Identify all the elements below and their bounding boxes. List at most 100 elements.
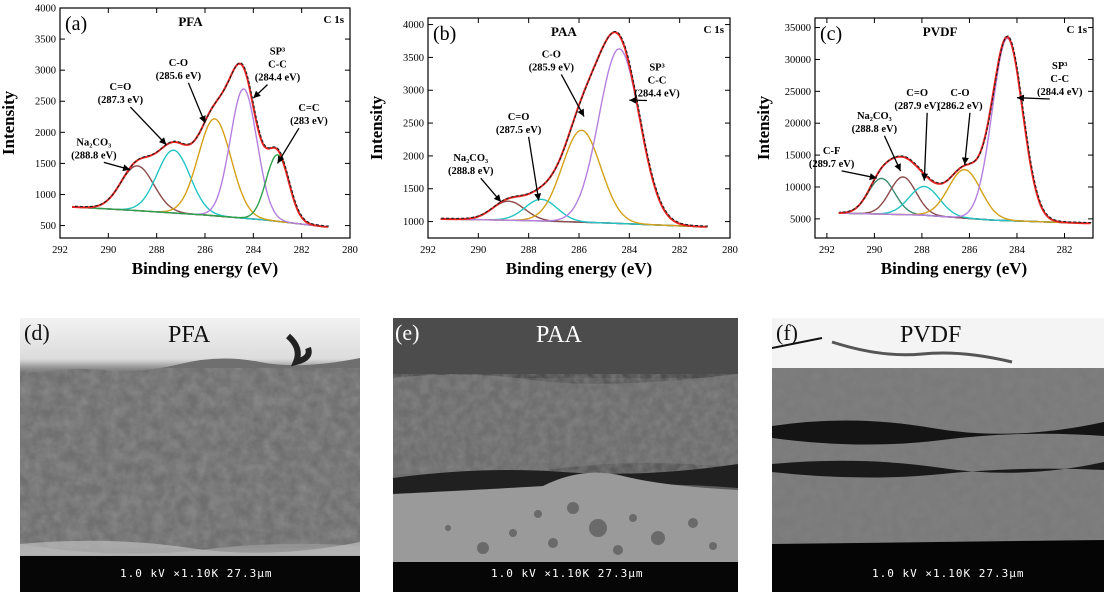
y-axis-label: Intensity [754, 95, 773, 160]
x-tick-label: 292 [420, 245, 436, 256]
panel-label: (b) [433, 23, 456, 45]
peak-annotation-label: C-C [648, 76, 667, 87]
peak-annotation-label: C=C [298, 103, 319, 114]
x-axis-label: Binding energy (eV) [506, 259, 652, 278]
peak-annotation-label: Na₂CO₃ [453, 153, 488, 164]
x-tick-label: 290 [867, 245, 883, 256]
y-tick-label: 25000 [785, 87, 811, 98]
peak-annotation-label: (287.3 eV) [98, 95, 144, 106]
annotation-arrow-head [253, 90, 261, 99]
y-tick-label: 30000 [785, 55, 811, 66]
x-axis-label: Binding energy (eV) [132, 259, 278, 278]
y-axis-label: Intensity [0, 90, 18, 155]
y-tick-label: 3000 [35, 66, 56, 77]
peak-annotation-label: C-C [268, 60, 287, 71]
peak-annotation-label: (287.5 eV) [496, 125, 542, 136]
component-c-o [838, 185, 1091, 224]
y-tick-label: 2000 [403, 151, 424, 162]
plot-frame [427, 17, 731, 239]
core-level-label: C 1s [704, 24, 725, 36]
annotation-arrow-line [560, 74, 585, 117]
peak-annotation-label: C=O [508, 112, 530, 123]
annotation-arrow-head [534, 193, 542, 201]
x-tick-label: 280 [342, 245, 358, 256]
y-tick-label: 10000 [785, 182, 811, 193]
annotation-arrow-head [277, 155, 285, 164]
peak-annotation-label: SP³ [649, 63, 664, 74]
y-tick-label: 35000 [785, 23, 811, 34]
x-tick-label: 284 [621, 245, 638, 256]
x-tick-label: 284 [245, 245, 262, 256]
panel-label-e: (e) [395, 320, 420, 345]
chart-title: PFA [178, 14, 203, 29]
y-tick-label: 5000 [790, 214, 811, 225]
peak-annotation-label: (286.2 eV) [937, 101, 983, 112]
xps-chart-row: 292 290 288 286 284 282 280 500 1000 1500 2000 2500… [0, 4, 1094, 278]
panel-label-f: (f) [776, 320, 798, 345]
y-tick-label: 1000 [403, 217, 424, 228]
sem-panel-d: (d) PFA 1.0 kV ×1.10K 27.3µm [20, 318, 360, 592]
y-tick-label: 2000 [35, 128, 56, 139]
x-tick-label: 292 [819, 245, 835, 256]
annotation-arrow-line [923, 112, 928, 181]
y-tick-label: 3500 [35, 35, 56, 46]
x-tick-label: 282 [1057, 245, 1073, 256]
x-tick-label: 282 [294, 245, 310, 256]
peak-annotation-label: SP³ [270, 47, 285, 58]
annotation-arrow-line [187, 82, 206, 124]
peak-annotation-label: (284.4 eV) [1037, 87, 1083, 98]
panel-label: (c) [820, 23, 842, 45]
raw-spectrum-line [441, 30, 709, 227]
sem-title-pfa: PFA [168, 322, 211, 348]
y-tick-label: 1000 [35, 190, 56, 201]
peak-annotation-label: Na₂CO₃ [857, 111, 892, 122]
peak-annotation-label: C-O [542, 49, 561, 60]
annotation-arrow-head [869, 173, 877, 181]
y-tick-label: 3500 [403, 53, 424, 64]
y-tick-label: 1500 [35, 159, 56, 170]
peak-annotation-label: C-C [1050, 74, 1069, 85]
sem-scale-text-e: 1.0 kV ×1.10K 27.3µm [491, 567, 644, 580]
plot-frame [814, 17, 1094, 239]
sem-title-pvdf: PVDF [900, 322, 962, 348]
sem-scale-text-f: 1.0 kV ×1.10K 27.3µm [872, 567, 1025, 580]
x-tick-label: 292 [52, 245, 68, 256]
y-axis-label: Intensity [367, 95, 386, 160]
annotation-arrow-head [577, 108, 585, 117]
x-tick-label: 286 [197, 245, 213, 256]
sem-micrograph-pfa [20, 318, 360, 592]
x-tick-label: 290 [470, 245, 486, 256]
raw-spectrum-line [72, 62, 329, 227]
annotation-arrow-head [199, 115, 206, 123]
annotation-arrow-head [158, 137, 167, 145]
x-axis-label: Binding energy (eV) [881, 259, 1027, 278]
y-tick-label: 3000 [403, 86, 424, 97]
peak-annotation-label: (288.8 eV) [448, 166, 494, 177]
x-tick-label: 288 [914, 245, 930, 256]
y-tick-label: 4000 [35, 4, 56, 15]
panel-label: (a) [65, 13, 87, 35]
y-tick-label: 15000 [785, 151, 811, 162]
annotation-arrow-line [964, 112, 971, 165]
component-na2co3 [838, 176, 1091, 224]
annotation-arrow-head [493, 194, 501, 202]
annotation-arrow-line [527, 136, 540, 201]
sem-title-paa: PAA [536, 322, 582, 348]
x-tick-label: 290 [100, 245, 116, 256]
peak-annotation-label: (289.7 eV) [809, 159, 855, 170]
peak-annotation-label: C-O [169, 58, 188, 69]
peak-annotation-label: C-F [823, 146, 841, 157]
peak-annotation-label: (287.9 eV) [894, 101, 940, 112]
y-tick-label: 2500 [35, 97, 56, 108]
core-level-label: C 1s [1067, 24, 1088, 36]
x-tick-label: 288 [521, 245, 537, 256]
annotation-arrow-head [961, 157, 969, 165]
peak-annotation-label: C=O [906, 88, 928, 99]
annotation-arrow-head [894, 163, 901, 172]
sem-scale-text-d: 1.0 kV ×1.10K 27.3µm [120, 567, 273, 580]
chart-title: PAA [551, 24, 577, 39]
annotation-arrow-head [629, 96, 637, 104]
y-tick-label: 500 [40, 221, 56, 232]
peak-annotation-label: Na₂CO₃ [76, 137, 111, 148]
x-tick-label: 286 [962, 245, 978, 256]
